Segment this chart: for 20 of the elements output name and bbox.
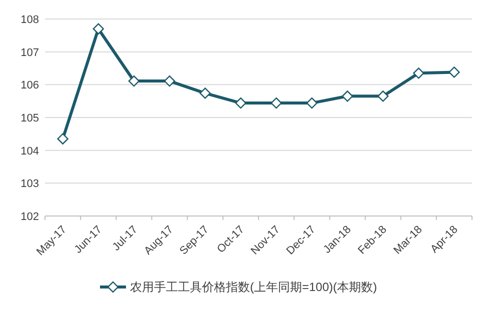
y-tick-label: 107: [20, 46, 39, 59]
point: [413, 68, 424, 79]
y-tick-label: 106: [20, 80, 39, 92]
y-tick-label: 102: [20, 211, 39, 223]
y-tick-label: 108: [20, 14, 39, 26]
y-tick-label: 103: [20, 178, 39, 190]
point: [164, 75, 176, 87]
point: [342, 90, 354, 102]
y-tick-label: 104: [20, 145, 39, 158]
legend-label: 农用手工工具价格指数(上年同期=100)(本期数): [130, 280, 378, 294]
point: [57, 133, 68, 144]
point: [377, 90, 389, 102]
point: [235, 97, 246, 109]
point: [128, 75, 140, 87]
point: [270, 97, 282, 109]
point: [92, 23, 104, 34]
point: [200, 88, 211, 99]
point: [448, 66, 460, 78]
y-tick-label: 105: [20, 112, 39, 124]
point: [306, 97, 318, 109]
